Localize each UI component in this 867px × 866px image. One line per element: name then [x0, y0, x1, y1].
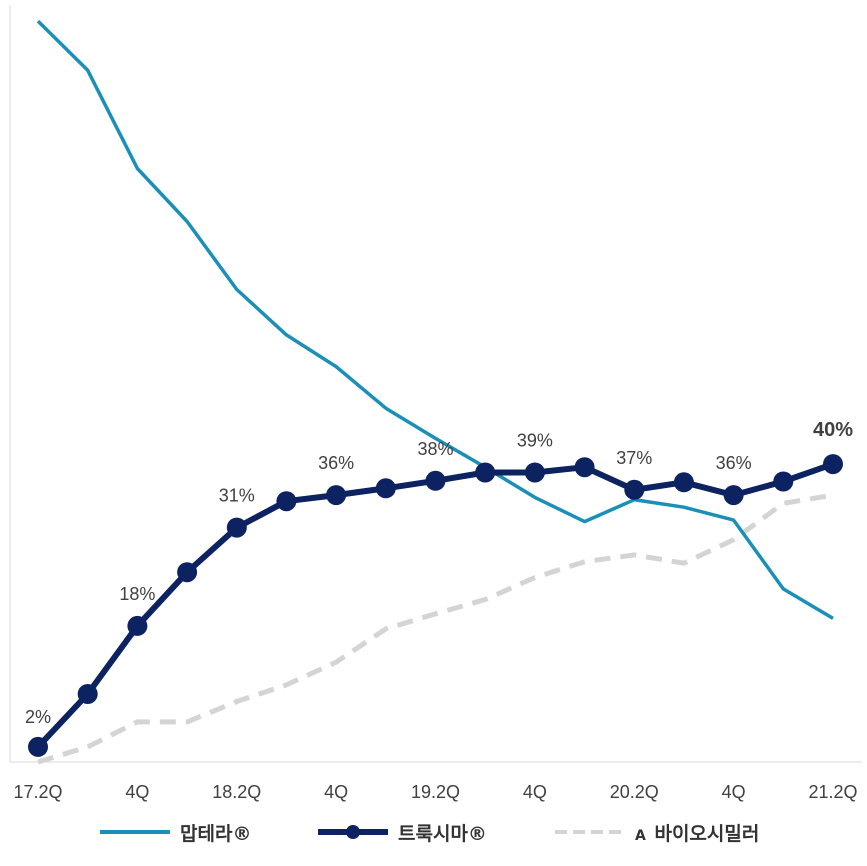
data-label-1: 18%	[119, 584, 155, 604]
data-point-1-4	[226, 517, 247, 538]
legend-swatch-a-biosimilar	[555, 830, 625, 834]
data-point-1-9	[475, 462, 496, 483]
x-tick-label-3: 4Q	[324, 782, 348, 802]
plot-area: 2% 18% 31% 36% 38% 39% 37% 36% 40% 17.2Q 4Q 18.2Q 4…	[9, 5, 862, 802]
data-label-layer: 2% 18% 31% 36% 38% 39% 37% 36% 40%	[25, 419, 853, 727]
legend-item-maptera: 맙테라®	[100, 812, 251, 852]
data-point-1-2	[127, 615, 148, 636]
x-tick-label-5: 4Q	[523, 782, 547, 802]
data-point-1-8	[425, 470, 446, 491]
legend-swatch-maptera	[100, 830, 170, 834]
data-point-1-12	[624, 479, 645, 500]
series-line-2	[37, 492, 834, 765]
data-label-6: 37%	[616, 448, 652, 468]
marker-layer	[28, 454, 843, 757]
data-label-0: 2%	[25, 707, 51, 727]
data-label-2: 31%	[219, 486, 255, 506]
data-point-1-10	[524, 462, 545, 483]
legend-swatch-truxima	[318, 825, 388, 839]
legend-label-truxima: 트룩시마®	[398, 822, 487, 845]
legend-label-prefix: A	[635, 827, 646, 844]
series-line-1	[35, 461, 834, 749]
legend-label-a-biosimilar-wrap: A 바이오시밀러	[635, 819, 759, 846]
data-point-1-13	[673, 472, 694, 493]
x-tick-label-7: 4Q	[722, 782, 746, 802]
data-point-1-15	[773, 471, 794, 492]
data-label-8: 40%	[813, 419, 853, 441]
data-point-1-1	[77, 684, 98, 704]
series-line-0	[36, 19, 834, 620]
data-point-1-0	[28, 736, 48, 757]
data-point-1-11	[574, 457, 595, 478]
x-tick-label-6: 20.2Q	[610, 782, 659, 802]
data-point-1-7	[375, 478, 396, 499]
data-label-7: 36%	[716, 453, 752, 473]
data-label-3: 36%	[318, 453, 354, 473]
legend-label-maptera: 맙테라®	[180, 822, 252, 845]
legend-item-truxima: 트룩시마®	[318, 812, 487, 852]
data-point-1-6	[326, 485, 347, 506]
data-point-1-5	[276, 491, 297, 512]
data-label-4: 38%	[417, 439, 453, 459]
series-layer	[35, 19, 834, 765]
legend: 맙테라® 트룩시마® A 바이오시밀러	[0, 812, 867, 852]
x-tick-label-8: 21.2Q	[808, 782, 857, 802]
data-point-1-16	[823, 454, 843, 475]
x-tick-label-2: 18.2Q	[212, 782, 261, 802]
data-point-1-3	[177, 562, 198, 583]
x-tick-label-0: 17.2Q	[13, 782, 62, 802]
x-tick-label-1: 4Q	[125, 782, 149, 802]
x-tick-label-4: 19.2Q	[411, 782, 460, 802]
data-label-5: 39%	[517, 431, 553, 451]
legend-item-a-biosimilar: A 바이오시밀러	[555, 812, 759, 852]
x-tick-layer: 17.2Q 4Q 18.2Q 4Q 19.2Q 4Q 20.2Q 4Q 21.2Q	[13, 782, 857, 802]
data-point-1-14	[723, 485, 744, 506]
legend-label-a-biosimilar: 바이오시밀러	[654, 822, 760, 845]
